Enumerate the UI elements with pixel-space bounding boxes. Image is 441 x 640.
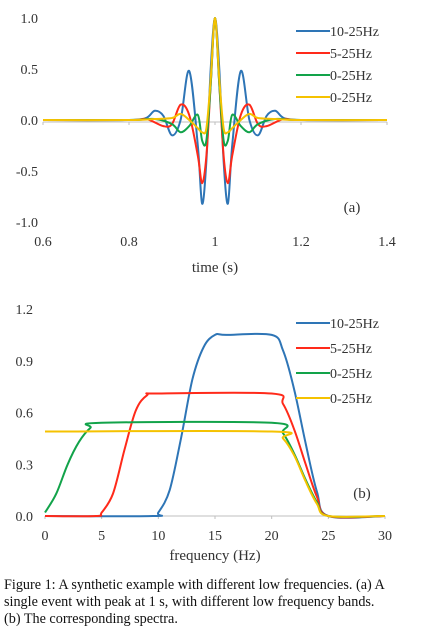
legend-label: 0-25Hz: [330, 367, 372, 382]
y-tick-label: 0.0: [16, 510, 34, 525]
y-tick-label: 0.0: [21, 114, 39, 129]
x-tick-label: 0.6: [34, 235, 52, 250]
axes-a: 0.6 0.8 1 1.2 1.4 1.0 0.5 0.0 -0.5 -1.0: [16, 12, 396, 250]
y-tick-label: 1.2: [16, 303, 34, 318]
series-lines-a: [42, 17, 388, 205]
y-tick-label: 0.6: [16, 407, 34, 422]
x-tick-label: 30: [378, 529, 392, 544]
x-tick-label: 5: [98, 529, 105, 544]
x-axis-label-a: time (s): [192, 260, 238, 276]
y-tick-label: 0.5: [21, 63, 39, 78]
caption-line-2: single event with peak at 1 s, with diff…: [4, 594, 375, 610]
x-tick-label: 15: [208, 529, 222, 544]
plot-area-b: [45, 309, 385, 516]
y-tick-label: -0.5: [16, 165, 38, 180]
x-tick-label: 0: [42, 529, 49, 544]
y-tick-label: -1.0: [16, 216, 38, 231]
caption-line-1: Figure 1: A synthetic example with diffe…: [4, 577, 385, 593]
caption-line-3: (b) The corresponding spectra.: [4, 611, 178, 627]
x-tick-label: 10: [151, 529, 165, 544]
series-line-2: [44, 391, 386, 519]
legend-b: 10-25Hz 5-25Hz 0-25Hz 0-25Hz: [296, 317, 379, 407]
legend-label: 0-25Hz: [330, 69, 372, 84]
panel-label-a: (a): [344, 200, 361, 216]
series-line-4: [44, 429, 386, 518]
legend-label: 0-25Hz: [330, 91, 372, 106]
x-tick-label: 0.8: [120, 235, 138, 250]
chart-panel-b: 0 5 10 15 20 25 30 1.2 0.9 0.6 0.3 0.0 10-25Hz 5-25H…: [16, 303, 393, 564]
legend-label: 10-25Hz: [330, 317, 379, 332]
x-axis-label-b: frequency (Hz): [169, 548, 260, 564]
x-tick-label: 1: [212, 235, 219, 250]
legend-label: 5-25Hz: [330, 342, 372, 357]
x-tick-label: 20: [265, 529, 279, 544]
legend-label: 5-25Hz: [330, 47, 372, 62]
chart-panel-a: 0.6 0.8 1 1.2 1.4 1.0 0.5 0.0 -0.5 -1.0 10-25Hz 5-…: [16, 12, 396, 276]
x-tick-label: 1.2: [292, 235, 310, 250]
series-lines-b: [44, 332, 386, 519]
series-line-4: [42, 17, 388, 135]
legend-label: 0-25Hz: [330, 392, 372, 407]
x-tick-label: 1.4: [378, 235, 396, 250]
y-tick-label: 0.3: [16, 458, 34, 473]
x-tick-label: 25: [321, 529, 335, 544]
figure: 0.6 0.8 1 1.2 1.4 1.0 0.5 0.0 -0.5 -1.0 10-25Hz 5-…: [16, 12, 396, 564]
legend-a: 10-25Hz 5-25Hz 0-25Hz 0-25Hz: [296, 25, 379, 106]
panel-label-b: (b): [353, 486, 371, 502]
series-line-1: [44, 332, 386, 519]
y-tick-label: 0.9: [16, 355, 34, 370]
y-tick-label: 1.0: [21, 12, 39, 27]
figure-caption: Figure 1: A synthetic example with diffe…: [4, 577, 437, 628]
legend-label: 10-25Hz: [330, 25, 379, 40]
